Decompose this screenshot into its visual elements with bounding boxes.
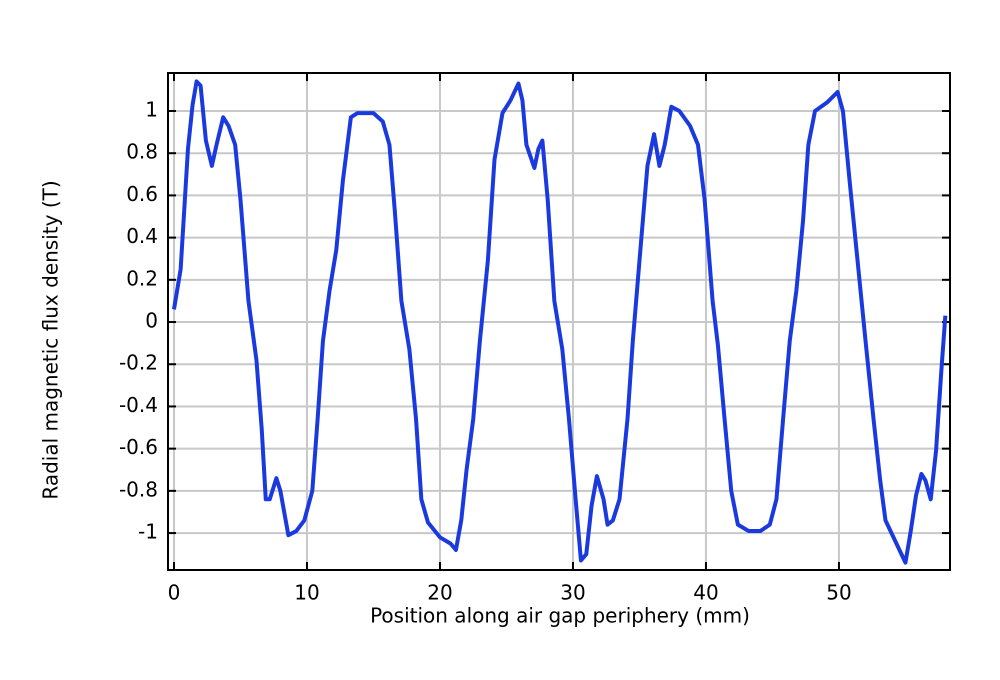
y-tick-label: 0.8 — [126, 140, 158, 164]
x-axis-label: Position along air gap periphery (mm) — [370, 604, 750, 628]
y-tick-label: 0.2 — [126, 266, 158, 290]
plot-frame — [167, 72, 951, 571]
y-tick-label: 0.6 — [126, 182, 158, 206]
x-tick-label: 50 — [826, 581, 851, 605]
y-tick-label: 0 — [145, 309, 158, 333]
y-tick-label: -0.2 — [119, 351, 158, 375]
x-tick-label: 40 — [693, 581, 718, 605]
y-axis-label: Radial magnetic flux density (T) — [39, 180, 63, 499]
y-tick-label: 0.4 — [126, 224, 158, 248]
y-tick-label: -0.8 — [119, 477, 158, 501]
x-tick-label: 10 — [294, 581, 319, 605]
x-tick-label: 0 — [168, 581, 181, 605]
y-tick-label: -0.6 — [119, 435, 158, 459]
x-tick-label: 30 — [560, 581, 585, 605]
y-tick-label: -1 — [138, 520, 158, 544]
data-line — [172, 79, 948, 565]
y-tick-label: 1 — [145, 97, 158, 121]
x-tick-label: 20 — [427, 581, 452, 605]
y-tick-label: -0.4 — [119, 393, 158, 417]
